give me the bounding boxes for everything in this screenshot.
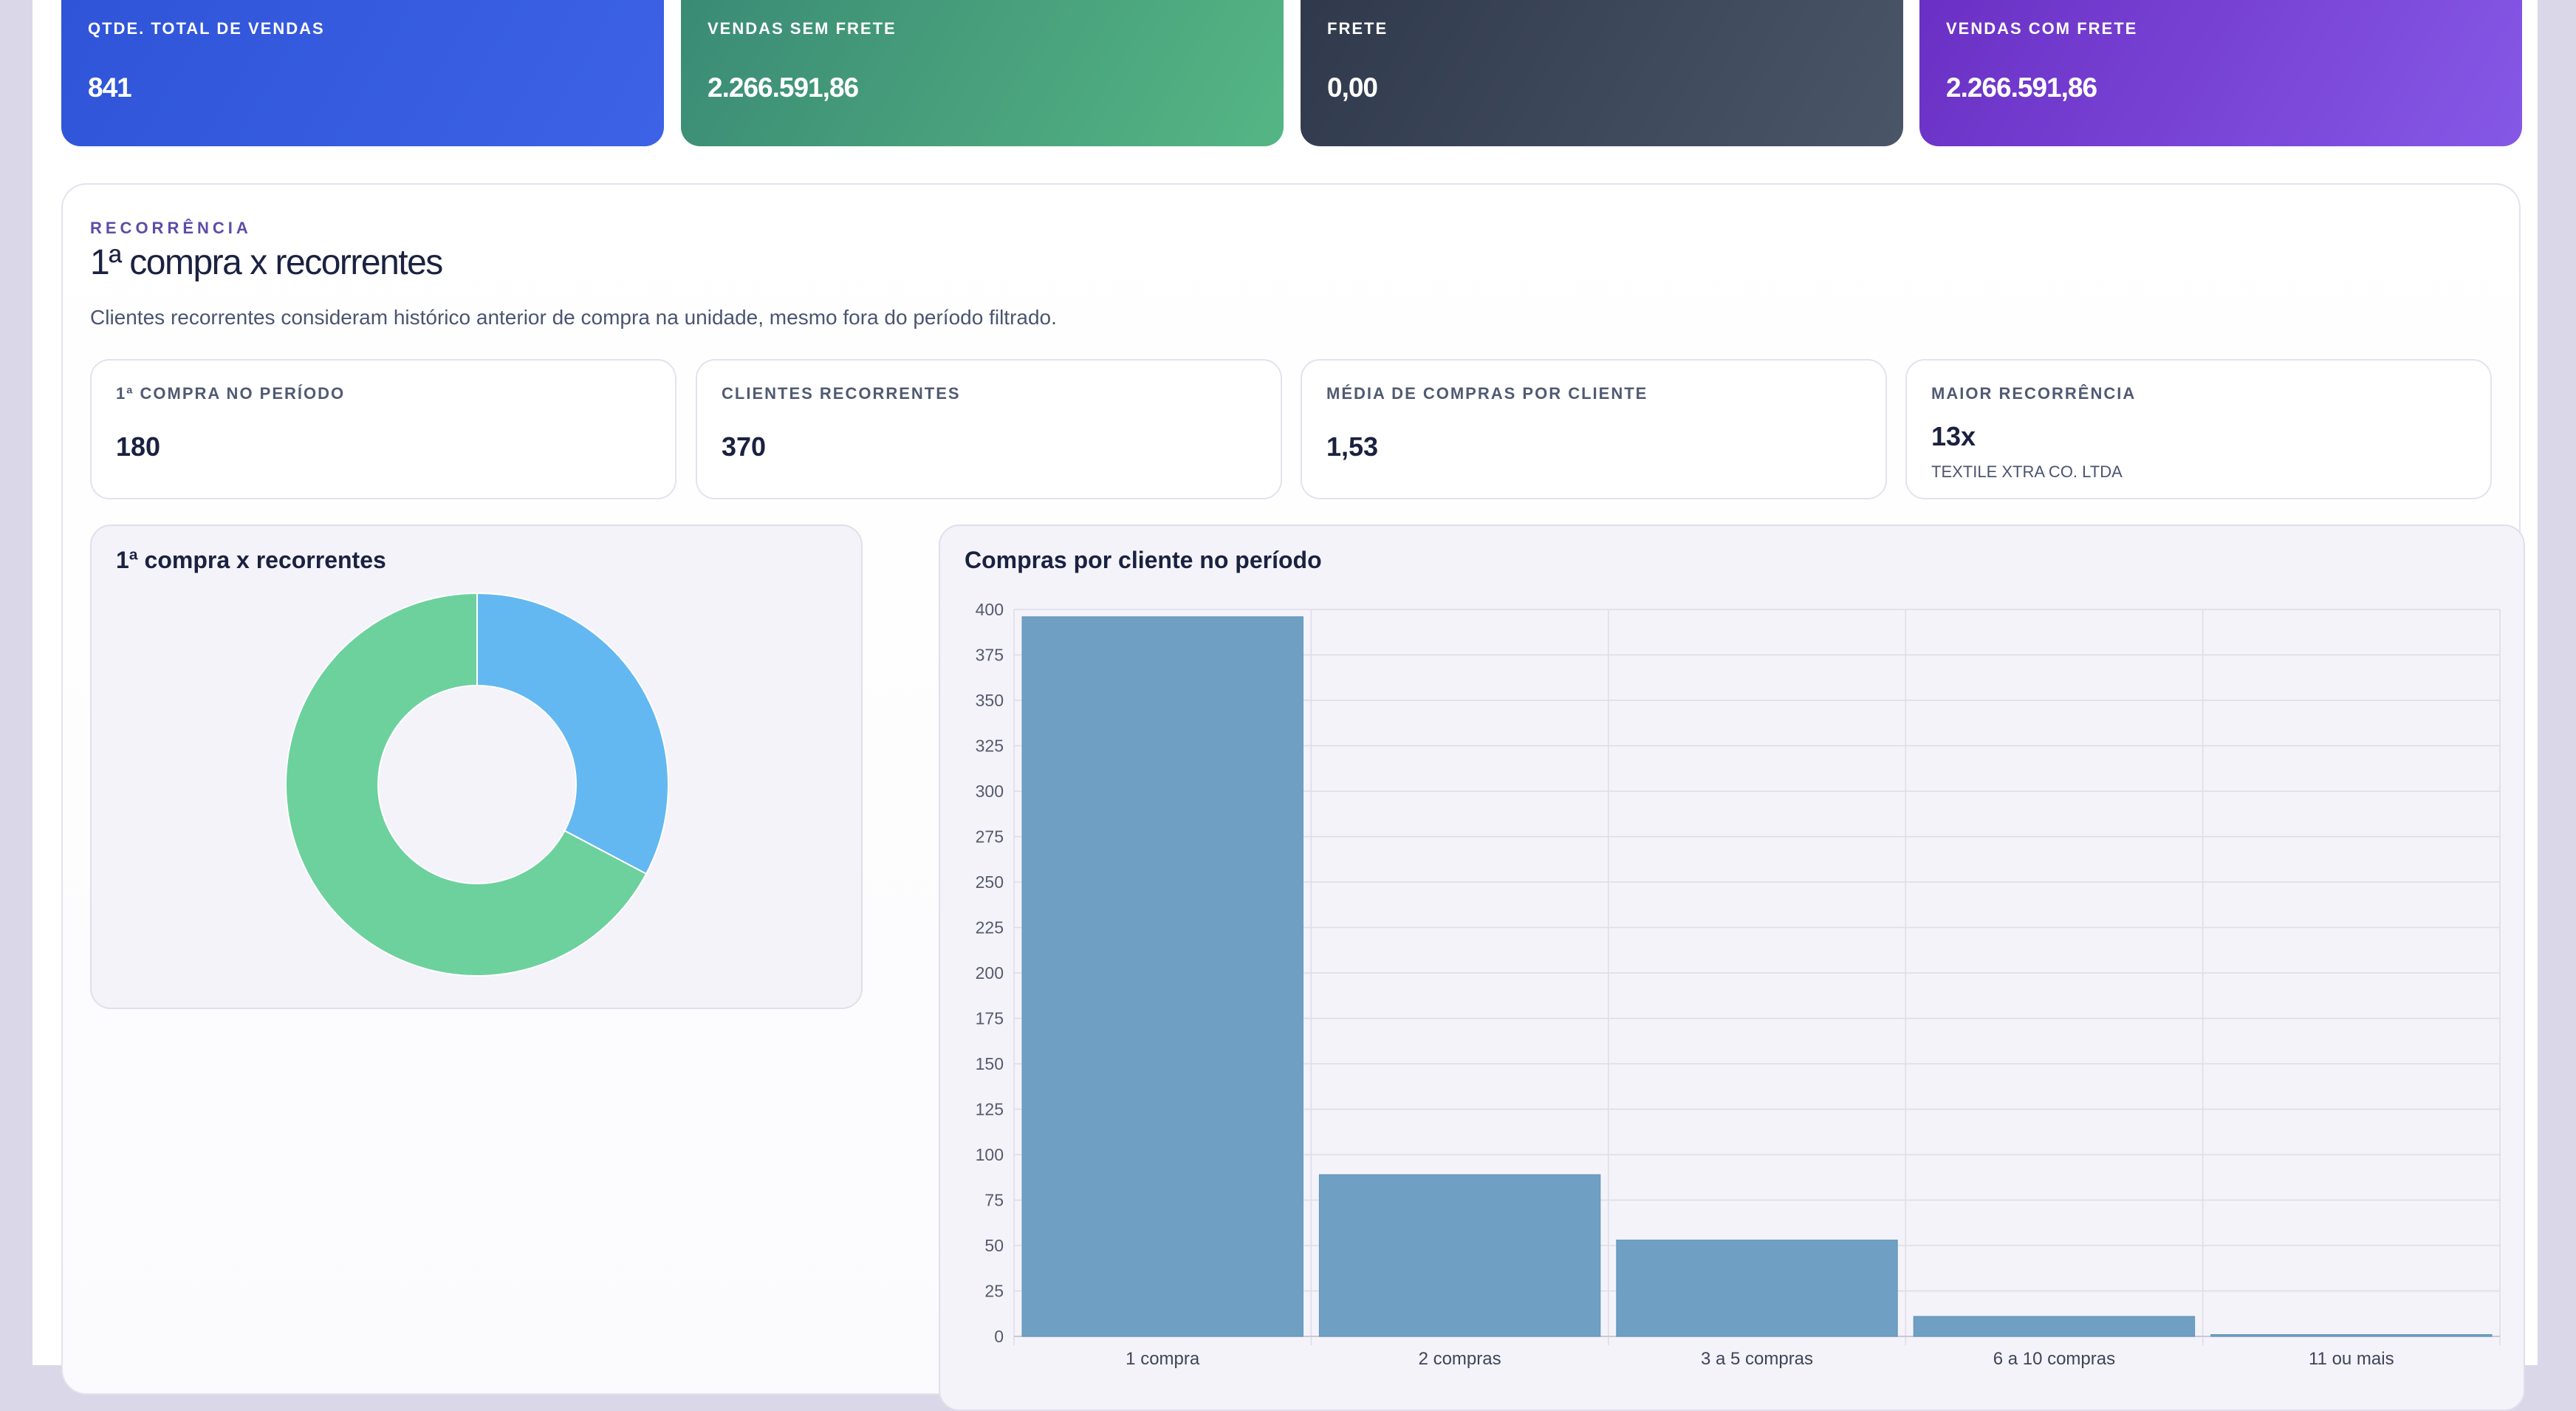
- kpi-label: QTDE. TOTAL DE VENDAS: [88, 19, 325, 38]
- bar-3[interactable]: [1616, 1240, 1898, 1337]
- kpi-card-sales-with-freight: VENDAS COM FRETE 2.266.591,86: [1919, 0, 2522, 146]
- x-tick-label: 2 compras: [1419, 1349, 1501, 1369]
- bar-4[interactable]: [1913, 1316, 2196, 1337]
- chart-title: 1ª compra x recorrentes: [116, 547, 386, 573]
- donut-slice-recurrent[interactable]: [285, 592, 648, 977]
- bar-1[interactable]: [1021, 616, 1304, 1337]
- y-tick-label: 200: [976, 963, 1004, 983]
- y-tick-label: 325: [976, 737, 1004, 756]
- kpi-value: 2.266.591,86: [1946, 72, 2097, 103]
- kpi-label: FRETE: [1327, 19, 1388, 38]
- y-tick-label: 100: [976, 1145, 1004, 1164]
- stat-card-average-purchases: MÉDIA DE COMPRAS POR CLIENTE 1,53: [1301, 359, 1887, 499]
- stat-card-recurrent-clients: CLIENTES RECORRENTES 370: [696, 359, 1282, 499]
- y-tick-label: 75: [984, 1191, 1004, 1210]
- recurrence-section: RECORRÊNCIA 1ª compra x recorrentes Clie…: [61, 183, 2525, 1411]
- y-tick-label: 275: [976, 827, 1004, 847]
- section-title: 1ª compra x recorrentes: [90, 243, 443, 282]
- kpi-card-freight: FRETE 0,00: [1301, 0, 1903, 146]
- y-tick-label: 150: [976, 1054, 1004, 1073]
- kpi-value: 0,00: [1327, 72, 1378, 103]
- bar-2[interactable]: [1318, 1174, 1601, 1337]
- stat-client-name: TEXTILE XTRA CO. LTDA: [1931, 462, 2123, 481]
- x-tick-label: 1 compra: [1126, 1349, 1200, 1369]
- stat-value: 13x: [1931, 421, 1976, 451]
- y-tick-label: 0: [994, 1327, 1004, 1346]
- kpi-label: VENDAS SEM FRETE: [708, 19, 897, 38]
- stat-card-highest-recurrence: MAIOR RECORRÊNCIA 13x TEXTILE XTRA CO. L…: [1905, 359, 2492, 499]
- bar-chart: 0 25 50 75 100 125 150 175 200 225 250 275 300 325 350…: [976, 600, 2501, 1369]
- section-subtitle: Clientes recorrentes consideram históric…: [90, 306, 1057, 329]
- section-eyebrow: RECORRÊNCIA: [90, 219, 252, 237]
- stat-card-first-purchase: 1ª COMPRA NO PERÍODO 180: [90, 359, 676, 499]
- y-tick-label: 400: [976, 600, 1004, 619]
- kpi-value: 841: [88, 72, 132, 103]
- y-tick-label: 50: [984, 1236, 1004, 1255]
- stat-label: MAIOR RECORRÊNCIA: [1931, 384, 2137, 403]
- kpi-card-total-sales: QTDE. TOTAL DE VENDAS 841: [61, 0, 664, 146]
- dashboard-page: QTDE. TOTAL DE VENDAS 841 VENDAS SEM FRE…: [32, 0, 2538, 1411]
- kpi-card-sales-without-freight: VENDAS SEM FRETE 2.266.591,86: [681, 0, 1284, 146]
- stat-value: 370: [722, 431, 767, 462]
- bar-chart-panel: Compras por cliente no período 0 25 50 75 10…: [939, 525, 2525, 1411]
- y-tick-label: 225: [976, 918, 1004, 937]
- stat-label: CLIENTES RECORRENTES: [722, 384, 961, 403]
- stat-label: 1ª COMPRA NO PERÍODO: [116, 384, 346, 403]
- stat-value: 180: [116, 431, 161, 462]
- y-tick-label: 375: [976, 646, 1004, 665]
- donut-slice-first-purchase[interactable]: [476, 592, 669, 875]
- bar-5[interactable]: [2210, 1334, 2493, 1337]
- x-tick-label: 11 ou mais: [2309, 1349, 2394, 1369]
- y-tick-label: 350: [976, 691, 1004, 710]
- chart-title: Compras por cliente no período: [965, 547, 1322, 573]
- y-tick-label: 25: [984, 1282, 1004, 1301]
- donut-chart-panel: 1ª compra x recorrentes: [90, 525, 863, 1009]
- stat-value: 1,53: [1326, 431, 1379, 462]
- x-tick-label: 6 a 10 compras: [1993, 1349, 2115, 1369]
- x-tick-label: 3 a 5 compras: [1701, 1349, 1813, 1369]
- kpi-value: 2.266.591,86: [708, 72, 859, 103]
- y-tick-label: 175: [976, 1009, 1004, 1028]
- kpi-label: VENDAS COM FRETE: [1946, 19, 2138, 38]
- y-tick-label: 300: [976, 782, 1004, 801]
- stat-label: MÉDIA DE COMPRAS POR CLIENTE: [1326, 384, 1648, 403]
- donut-chart: [285, 592, 669, 977]
- y-tick-label: 125: [976, 1100, 1004, 1119]
- y-tick-label: 250: [976, 872, 1004, 892]
